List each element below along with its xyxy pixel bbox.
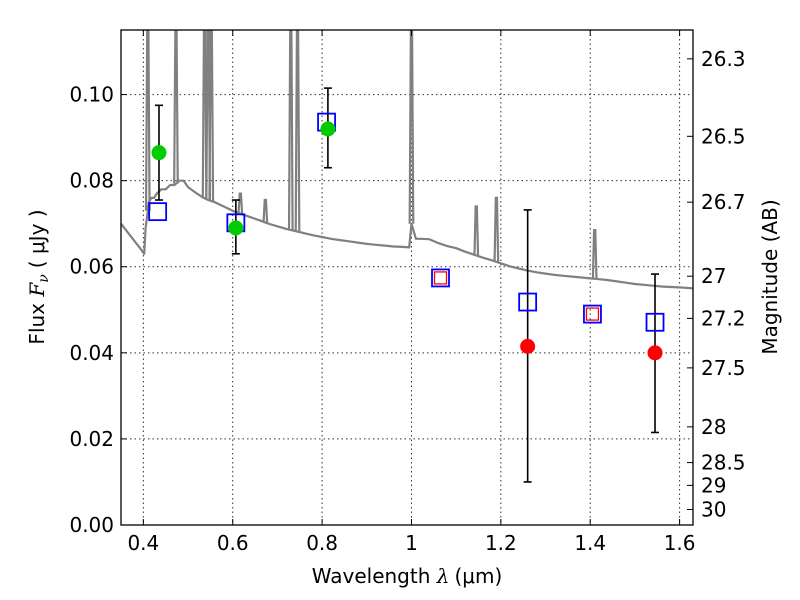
magnitude-tick-label: 27.2	[701, 306, 746, 330]
y-tick-label: 0.10	[69, 83, 114, 107]
y-tick-label: 0.00	[69, 513, 114, 537]
detection-point	[151, 145, 167, 161]
x-tick-label: 1.4	[574, 531, 606, 555]
detection-point	[228, 220, 244, 236]
magnitude-tick-label: 26.3	[701, 47, 746, 71]
nondetection-square	[433, 271, 448, 285]
plot-background	[121, 30, 693, 525]
magnitude-tick-label: 27.5	[701, 356, 746, 380]
y-axis-label: Flux Fν( μJy )	[25, 209, 52, 344]
emission-line	[262, 198, 269, 223]
emission-line	[287, 30, 294, 230]
x-tick-label: 1.2	[485, 531, 517, 555]
x-tick-label: 1	[405, 531, 418, 555]
x-tick-label: 0.6	[217, 531, 249, 555]
y2-axis-label: Magnitude (AB)	[758, 199, 782, 354]
model-photometry-square	[518, 292, 538, 312]
nir-detection-point	[647, 345, 663, 361]
detection-point	[320, 121, 336, 137]
emission-line	[591, 229, 598, 279]
emission-line	[144, 30, 151, 211]
magnitude-tick-label: 30	[701, 498, 726, 522]
magnitude-tick-label: 26.5	[701, 124, 746, 148]
plot-area	[121, 30, 693, 483]
x-tick-label: 0.4	[127, 531, 159, 555]
model-photometry-square	[645, 312, 665, 332]
x-tick-label: 0.8	[306, 531, 338, 555]
magnitude-tick-label: 28.5	[701, 451, 746, 475]
x-axis-label: Wavelength λ (μm)	[312, 564, 503, 588]
magnitude-tick-label: 29	[701, 473, 726, 497]
emission-line	[201, 30, 208, 199]
nir-detection-point	[520, 338, 536, 354]
y-tick-label: 0.02	[69, 427, 114, 451]
magnitude-tick-label: 26.7	[701, 190, 746, 214]
x-tick-label: 1.6	[664, 531, 696, 555]
emission-line	[493, 196, 500, 262]
magnitude-tick-label: 27	[701, 264, 726, 288]
plot-frame	[120, 29, 694, 526]
nondetection-square	[585, 307, 600, 321]
emission-line	[294, 30, 301, 232]
model-photometry-square	[431, 268, 450, 288]
emission-line	[473, 205, 480, 256]
y-tick-label: 0.08	[69, 169, 114, 193]
model-photometry-square	[583, 304, 602, 324]
magnitude-tick-label: 28	[701, 415, 726, 439]
y-tick-label: 0.04	[69, 341, 114, 365]
emission-line	[408, 30, 415, 224]
emission-line	[237, 192, 244, 214]
ticks: 0.4 0.6 0.8 1 1.2 1.4 1.6 0.00 0.02 0.04 0.06 0.08 0…	[69, 30, 746, 555]
model-photometry-square	[148, 202, 168, 222]
y-tick-label: 0.06	[69, 255, 114, 279]
model-spectrum-line	[121, 179, 693, 290]
emission-line	[173, 30, 179, 184]
emission-line	[208, 30, 215, 202]
